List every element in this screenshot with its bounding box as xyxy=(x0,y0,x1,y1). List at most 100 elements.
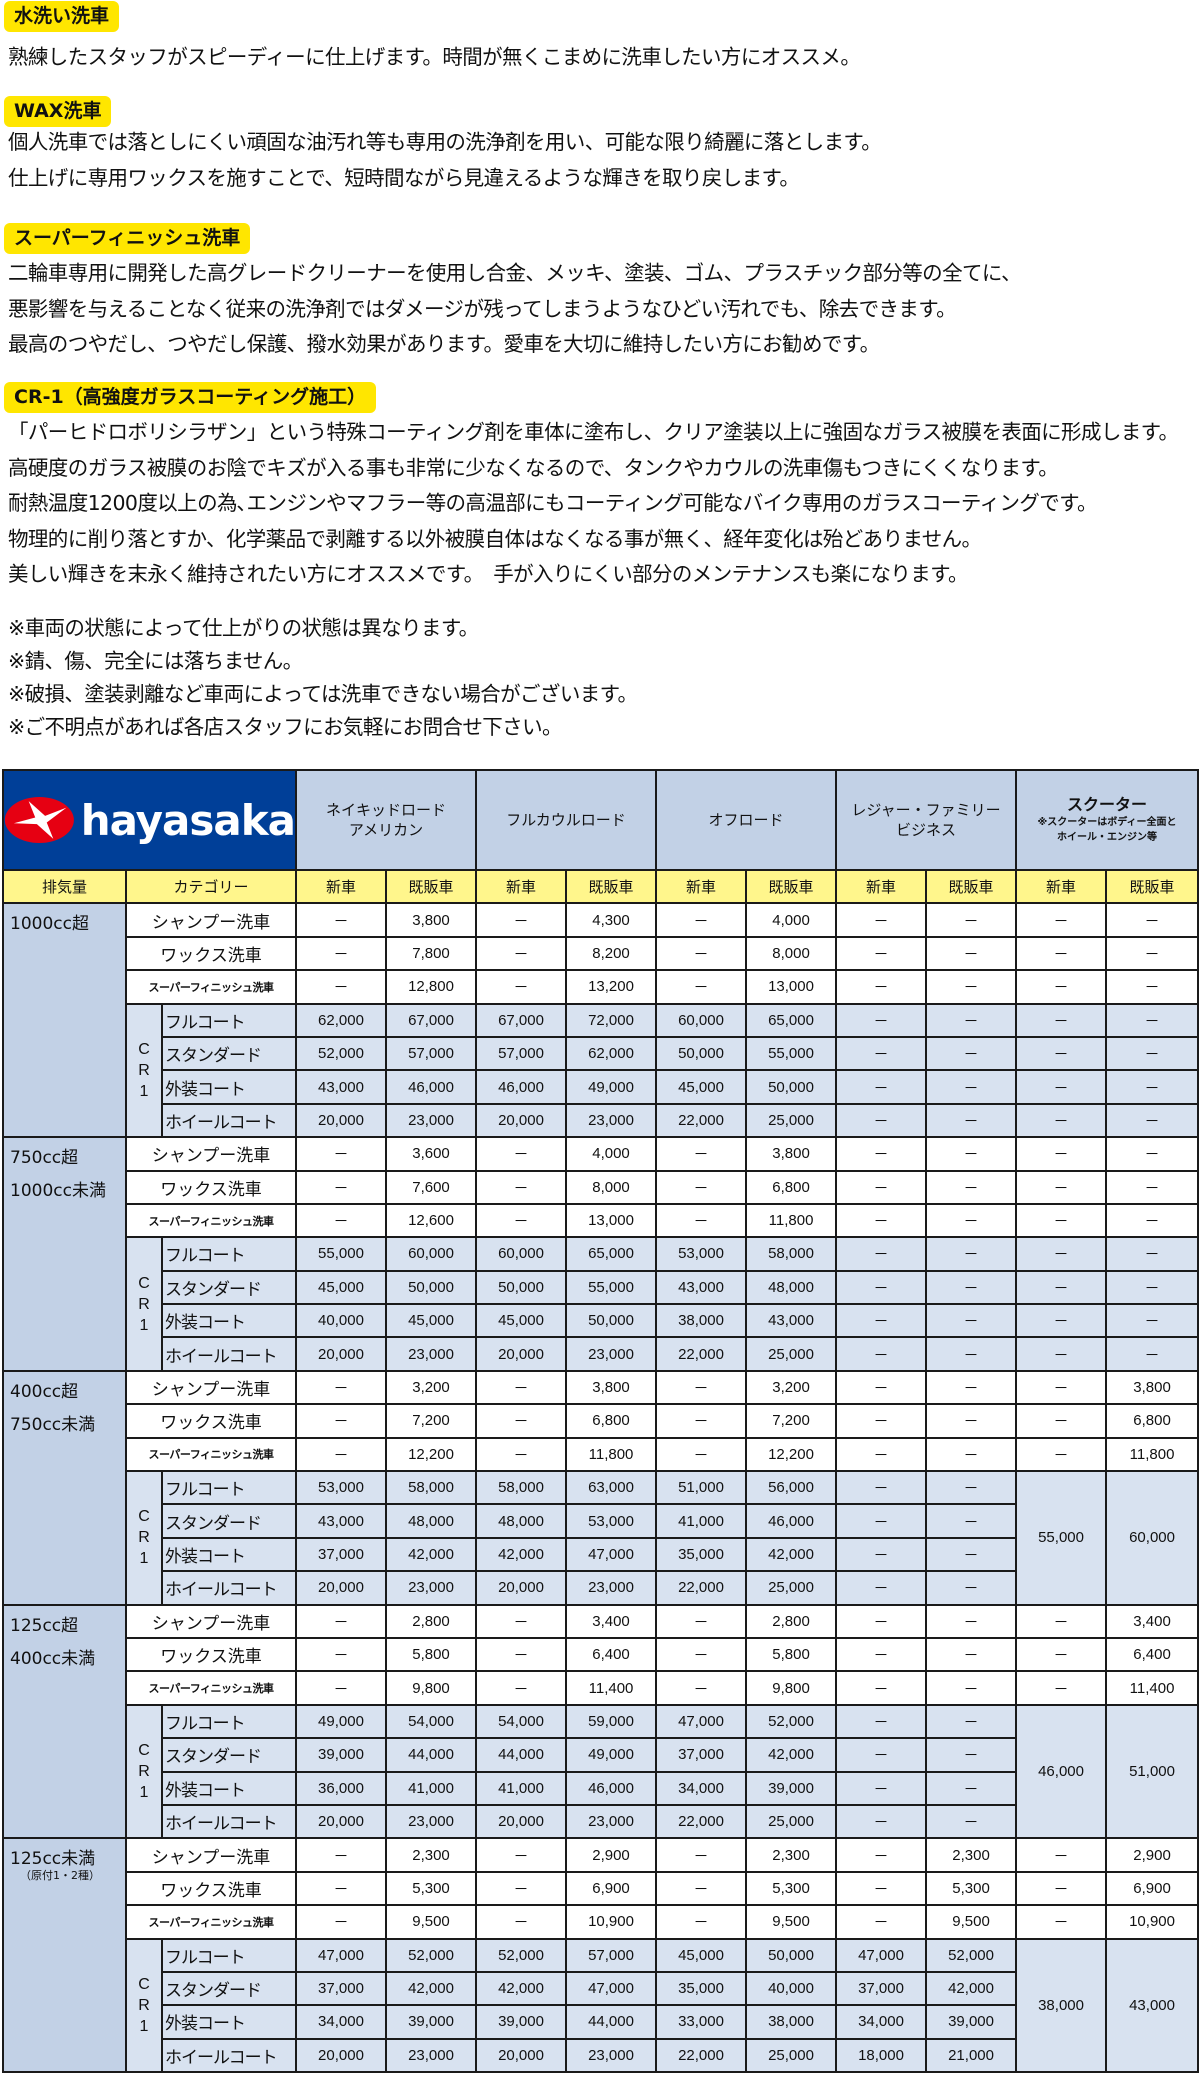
price-cell: 11,800 xyxy=(1105,1436,1200,1473)
displacement-label: 1000cc未満 xyxy=(10,1181,106,1202)
price-cell: 48,000 xyxy=(475,1503,568,1539)
price-cell: 23,000 xyxy=(565,1336,658,1372)
scooter-coating-price: 38,000 xyxy=(1015,1937,1108,2074)
cr1-label: CR1 xyxy=(125,1937,163,2074)
price-cell: － xyxy=(1105,969,1200,1005)
vehicle-type-label: スクーター xyxy=(1067,795,1148,814)
vehicle-header-row: hayasaka ネイキッドロード アメリカン フルカウルロード オフロード レジャー・フ… xyxy=(2,769,1200,871)
price-cell: 11,400 xyxy=(1105,1670,1200,1706)
price-cell: － xyxy=(475,1904,568,1940)
price-cell: － xyxy=(655,1670,748,1706)
price-cell: 67,000 xyxy=(475,1002,568,1038)
price-cell: 22,000 xyxy=(655,1570,748,1606)
price-cell: － xyxy=(475,1369,568,1406)
wash-category: シャンプー洗車 xyxy=(125,1136,297,1172)
price-cell: － xyxy=(1105,1069,1200,1105)
vehicle-type-header: ネイキッドロード アメリカン xyxy=(294,769,478,871)
price-cell: － xyxy=(925,1803,1018,1840)
displacement-group-label: 750cc超 1000cc未満 xyxy=(2,1136,127,1372)
price-cell: 23,000 xyxy=(384,1102,478,1139)
price-cell: 12,200 xyxy=(384,1436,478,1473)
price-cell: － xyxy=(925,1403,1018,1439)
section-text: 最高のつやだし、つやだし保護、撥水効果があります。愛車を大切に維持したい方にお勧… xyxy=(8,332,880,356)
price-cell: 43,000 xyxy=(655,1269,748,1306)
price-cell: － xyxy=(1015,1369,1108,1406)
price-cell: 11,400 xyxy=(565,1670,658,1706)
price-cell: 36,000 xyxy=(295,1770,387,1806)
price-cell: － xyxy=(295,1870,387,1907)
price-cell: 58,000 xyxy=(475,1470,568,1506)
price-cell: 3,800 xyxy=(384,902,478,938)
price-cell: 7,600 xyxy=(384,1169,478,1205)
price-cell: 23,000 xyxy=(384,1803,478,1840)
note-text: ※車両の状態によって仕上がりの状態は異なります。 xyxy=(8,616,479,640)
price-cell: 58,000 xyxy=(745,1236,838,1272)
coating-category: スタンダード xyxy=(161,1503,297,1539)
table-row: CR1 フルコート 62,000 67,000 67,000 72,000 60,000 65… xyxy=(3,1002,1200,1139)
cr1-label: CR1 xyxy=(125,1002,163,1139)
price-cell: 52,000 xyxy=(384,1937,478,1973)
price-cell: 6,800 xyxy=(565,1403,658,1439)
price-cell: － xyxy=(295,1169,387,1205)
price-cell: 52,000 xyxy=(295,1035,387,1072)
coating-category: 外装コート xyxy=(161,1536,297,1573)
price-cell: 4,000 xyxy=(565,1136,658,1172)
price-cell: 39,000 xyxy=(925,2004,1018,2040)
price-cell: 20,000 xyxy=(475,1570,568,1606)
displacement-label: 750cc未満 xyxy=(10,1414,96,1435)
price-cell: － xyxy=(835,1102,928,1139)
coating-category: スタンダード xyxy=(161,1737,297,1773)
price-cell: 50,000 xyxy=(475,1269,568,1306)
displacement-label: 400cc未満 xyxy=(10,1648,96,1669)
coating-category: 外装コート xyxy=(161,1069,297,1105)
price-cell: 50,000 xyxy=(565,1303,658,1339)
new-vehicle-header: 新車 xyxy=(295,868,387,905)
vehicle-type-label: フルカウルロード xyxy=(506,811,626,829)
table-row: スーパーフィニッシュ洗車－ 9,800 － 11,400 － 9,800 －－－ 11,400 xyxy=(3,1670,1200,1706)
price-cell: － xyxy=(1015,969,1108,1005)
price-cell: － xyxy=(1105,1102,1200,1139)
price-cell: － xyxy=(925,1536,1018,1573)
price-cell: － xyxy=(925,1436,1018,1473)
price-cell: － xyxy=(1015,1169,1108,1205)
vehicle-type-note: ※スクーターはボディー全面と xyxy=(1037,817,1177,828)
price-cell: 22,000 xyxy=(655,1102,748,1139)
price-cell: 11,800 xyxy=(565,1436,658,1473)
price-cell: 22,000 xyxy=(655,1803,748,1840)
price-cell: 42,000 xyxy=(384,1536,478,1573)
price-cell: － xyxy=(835,1002,928,1038)
price-cell: － xyxy=(835,1636,928,1673)
price-cell: 39,000 xyxy=(295,1737,387,1773)
price-cell: 6,800 xyxy=(1105,1403,1200,1439)
price-cell: 42,000 xyxy=(475,1970,568,2007)
price-cell: － xyxy=(475,1603,568,1639)
displacement-sublabel: （原付1・2種） xyxy=(20,1869,100,1883)
table-row: ホイールコート 20,000 23,000 20,000 23,000 22,000 25,… xyxy=(3,1570,1198,1606)
price-cell: － xyxy=(655,1636,748,1673)
price-cell: － xyxy=(835,1436,928,1473)
price-cell: － xyxy=(1105,1336,1200,1372)
price-cell: － xyxy=(1105,1303,1200,1339)
price-cell: － xyxy=(475,1670,568,1706)
price-cell: － xyxy=(655,1904,748,1940)
price-cell: 57,000 xyxy=(565,1937,658,1973)
price-cell: － xyxy=(1105,1035,1200,1072)
price-cell: － xyxy=(655,1202,748,1239)
scooter-coating-price: 46,000 xyxy=(1015,1703,1108,1840)
price-cell: 46,000 xyxy=(384,1069,478,1105)
cr1-label: CR1 xyxy=(125,1236,163,1372)
coating-category: ホイールコート xyxy=(161,1803,297,1840)
price-cell: 37,000 xyxy=(295,1970,387,2007)
section-text: 高硬度のガラス被膜のお陰でキズが入る事も非常に少なくなるので、タンクやカウルの洗… xyxy=(8,455,1059,480)
logo-text: hayasaka xyxy=(80,795,295,845)
wash-category: シャンプー洗車 xyxy=(125,1369,297,1406)
price-cell: － xyxy=(835,1035,928,1072)
wash-category: スーパーフィニッシュ洗車 xyxy=(125,1904,297,1940)
coating-category: フルコート xyxy=(161,1937,297,1973)
price-cell: 47,000 xyxy=(655,1703,748,1740)
price-cell: － xyxy=(925,1570,1018,1606)
price-cell: 25,000 xyxy=(745,1570,838,1606)
price-cell: 2,300 xyxy=(745,1837,838,1873)
price-cell: 3,200 xyxy=(745,1369,838,1406)
price-cell: － xyxy=(475,902,568,938)
